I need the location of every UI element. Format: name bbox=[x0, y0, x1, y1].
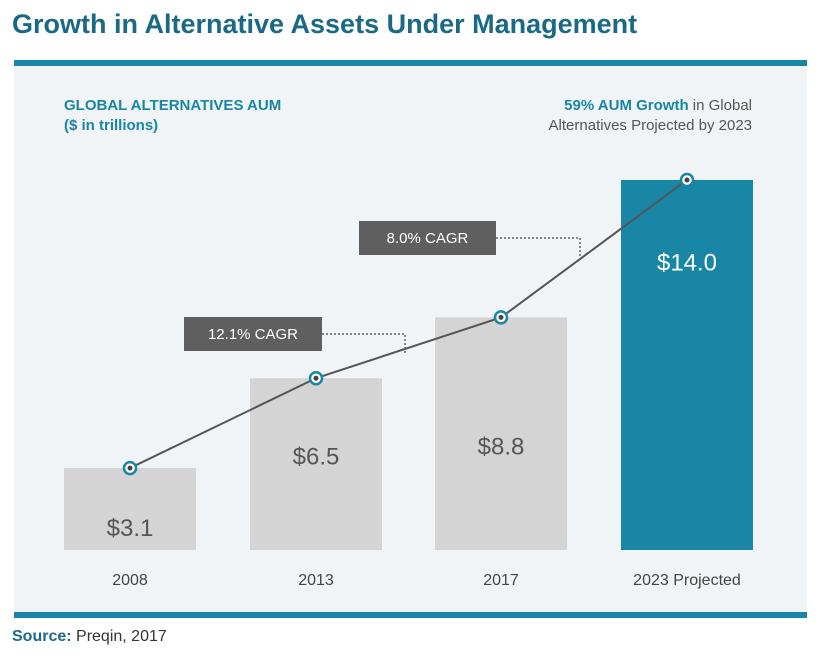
category-label: 2013 bbox=[298, 572, 334, 589]
value-label: $14.0 bbox=[657, 249, 717, 276]
value-label: $3.1 bbox=[107, 515, 154, 542]
top-divider bbox=[14, 60, 807, 66]
growth-point-center bbox=[498, 314, 504, 320]
subtitle-line-2: ($ in trillions) bbox=[64, 117, 159, 134]
cagr-label: 12.1% CAGR bbox=[208, 326, 298, 343]
source-note: Source: Preqin, 2017 bbox=[12, 628, 167, 646]
growth-point-center bbox=[313, 375, 319, 381]
value-label: $8.8 bbox=[478, 433, 525, 460]
category-label: 2023 Projected bbox=[633, 572, 741, 589]
growth-point-center bbox=[127, 465, 133, 471]
cagr-leader bbox=[322, 333, 406, 355]
growth-text-1: in Global bbox=[688, 97, 752, 114]
bottom-divider bbox=[14, 612, 807, 618]
bar-2017 bbox=[435, 317, 567, 550]
value-label: $6.5 bbox=[293, 444, 340, 471]
growth-text-2: Alternatives Projected by 2023 bbox=[548, 117, 752, 134]
cagr-box bbox=[184, 317, 322, 351]
source-text: Preqin, 2017 bbox=[71, 628, 167, 645]
bar-2008 bbox=[64, 468, 196, 550]
cagr-label: 8.0% CAGR bbox=[387, 230, 469, 247]
growth-callout: 59% AUM Growth in Global Alternatives Pr… bbox=[549, 96, 752, 136]
page-title: Growth in Alternative Assets Under Manag… bbox=[12, 9, 638, 39]
bar-2023-projected bbox=[621, 179, 753, 551]
cagr-box bbox=[359, 221, 496, 255]
category-label: 2008 bbox=[112, 572, 148, 589]
subtitle-line-1: GLOBAL ALTERNATIVES AUM bbox=[64, 97, 282, 114]
growth-highlight: 59% AUM Growth bbox=[564, 97, 689, 114]
cagr-leader bbox=[496, 237, 581, 258]
category-label: 2017 bbox=[483, 572, 519, 589]
growth-line bbox=[129, 179, 688, 469]
chart-subtitle: GLOBAL ALTERNATIVES AUM ($ in trillions) bbox=[64, 96, 281, 136]
bar-2013 bbox=[250, 378, 382, 550]
growth-point-center bbox=[684, 177, 690, 183]
source-label: Source: bbox=[12, 628, 72, 645]
